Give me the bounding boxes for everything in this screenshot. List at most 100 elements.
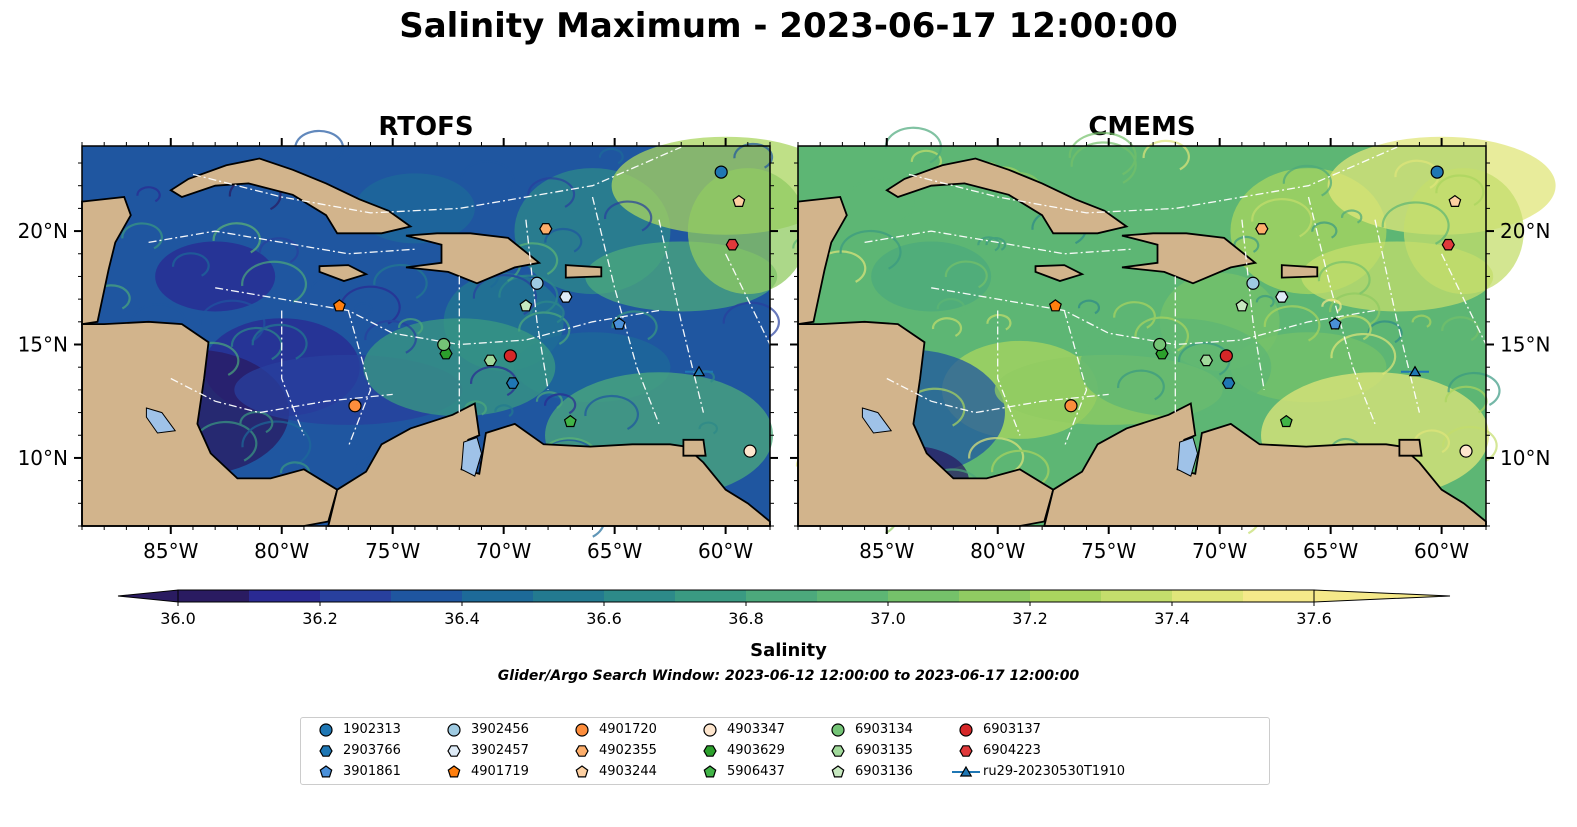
lat-tick-label: 15°N (18, 333, 68, 357)
land-trinidad (1398, 438, 1423, 457)
float-marker-1902313 (714, 165, 728, 179)
float-marker-6903137 (1219, 349, 1233, 363)
colorbar-tick-label: 36.8 (728, 609, 764, 628)
legend-label: 4903629 (727, 743, 785, 758)
colorbar-tick-label: 36.0 (160, 609, 196, 628)
land-cuba (885, 157, 1129, 235)
legend-label: 6903135 (855, 743, 913, 758)
float-marker-6903136 (519, 299, 533, 312)
lake-maracaibo (460, 436, 483, 477)
land-central-america (797, 320, 1055, 527)
colorbar-swatch (817, 590, 889, 602)
legend-marker-icon (831, 765, 845, 778)
legend-marker-icon (575, 745, 589, 757)
float-marker-2903766 (1221, 377, 1236, 389)
lat-tick-label: 20°N (18, 219, 68, 243)
panel-title-cmems: CMEMS (1088, 112, 1196, 142)
colorbar-swatch (888, 590, 960, 602)
float-marker-4903244 (1448, 194, 1462, 208)
legend-label: ru29-20230530T1910 (983, 764, 1126, 779)
land-hispaniola (405, 232, 542, 285)
float-marker-3901861 (1328, 317, 1342, 330)
legend-marker-icon (447, 765, 461, 778)
legend-label: 1902313 (343, 722, 401, 737)
land-puerto-rico (564, 264, 603, 279)
float-marker-ru29-20230530T1910 (1400, 365, 1429, 377)
lat-tick-label: 10°N (18, 446, 68, 470)
float-marker-3902456 (530, 276, 544, 290)
lon-tick-label: 70°W (476, 539, 531, 563)
lon-tick-label: 75°W (1081, 539, 1136, 563)
float-marker-6903137 (503, 349, 517, 363)
colorbar-swatch (959, 590, 1031, 602)
colorbar-swatch (1243, 590, 1315, 602)
legend-marker-icon (447, 745, 461, 757)
float-marker-4901719 (332, 299, 346, 312)
eddy-filaments (792, 126, 1501, 535)
legend-marker-icon (831, 723, 845, 737)
float-marker-6903134 (437, 337, 451, 352)
lon-tick-label: 80°W (970, 539, 1025, 563)
legend-label: 4903347 (727, 722, 785, 737)
float-marker-4903347 (1459, 444, 1473, 458)
map-frame (81, 145, 771, 527)
map-frame (797, 145, 1487, 527)
legend-label: 4903244 (599, 764, 657, 779)
float-marker-6903135 (483, 354, 498, 367)
lon-tick-label: 65°W (1303, 539, 1358, 563)
legend-marker-icon (952, 765, 980, 777)
float-marker-3902456 (1246, 276, 1260, 290)
float-marker-4901720 (1064, 399, 1078, 413)
colorbar-tick-label: 36.6 (586, 609, 622, 628)
legend-label: 4902355 (599, 743, 657, 758)
legend-marker-icon (319, 765, 333, 778)
land-jamaica (318, 264, 369, 282)
float-marker-6903135 (1199, 354, 1214, 367)
legend-marker-icon (703, 745, 717, 757)
colorbar-swatch (1172, 590, 1244, 602)
colorbar-swatch (604, 590, 676, 602)
lon-tick-label: 85°W (143, 539, 198, 563)
float-marker-5906437 (1279, 414, 1293, 428)
float-marker-3902457 (1275, 291, 1289, 303)
lon-tick-label: 60°W (1414, 539, 1469, 563)
lat-tick-label: 15°N (1500, 333, 1550, 357)
colorbar-tick-label: 36.2 (302, 609, 338, 628)
colorbar-tick-label: 37.0 (870, 609, 906, 628)
lake-nicaragua (145, 407, 177, 434)
float-marker-2903766 (505, 377, 520, 389)
legend-marker-icon (319, 745, 333, 757)
salinity-colorbar: 36.0 36.2 36.4 36.6 36.8 37.0 37.2 37.4 37.6 (117, 589, 1451, 628)
float-marker-1902313 (1430, 165, 1444, 179)
float-marker-5906437 (563, 414, 577, 428)
lake-nicaragua (861, 407, 893, 434)
legend-label: 3902457 (471, 743, 529, 758)
legend-marker-icon (575, 723, 589, 737)
legend-marker-icon (703, 723, 717, 737)
float-marker-6904223 (725, 238, 739, 251)
land-hispaniola (1121, 232, 1258, 285)
colorbar-label: Salinity (750, 640, 827, 661)
land-trinidad (682, 438, 707, 457)
legend-marker-icon (703, 765, 717, 778)
search-window-text: Glider/Argo Search Window: 2023-06-12 12… (497, 668, 1080, 684)
legend-label: 4901719 (471, 764, 529, 779)
colorbar-tick-label: 37.2 (1012, 609, 1048, 628)
float-marker-6903136 (1235, 299, 1249, 312)
colorbar-swatch (1030, 590, 1102, 602)
legend-label: 4901720 (599, 722, 657, 737)
colorbar-swatch (391, 590, 463, 602)
land-south-america (327, 402, 771, 527)
legend-marker-icon (959, 745, 973, 757)
colorbar-extend-min (117, 589, 179, 603)
lon-tick-label: 65°W (587, 539, 642, 563)
float-marker-3901861 (612, 317, 626, 330)
legend-marker-icon (447, 723, 461, 737)
colorbar-tick-label: 37.6 (1296, 609, 1332, 628)
lon-tick-label: 70°W (1192, 539, 1247, 563)
lon-tick-label: 85°W (859, 539, 914, 563)
legend-label: 6903134 (855, 722, 913, 737)
float-marker-3902457 (559, 291, 573, 303)
rtofs-salinity-map: 85°W 80°W 75°W 70°W 65°W 60°W 20°N 15°N 10°N (18, 129, 840, 563)
float-marker-4901719 (1048, 299, 1062, 312)
